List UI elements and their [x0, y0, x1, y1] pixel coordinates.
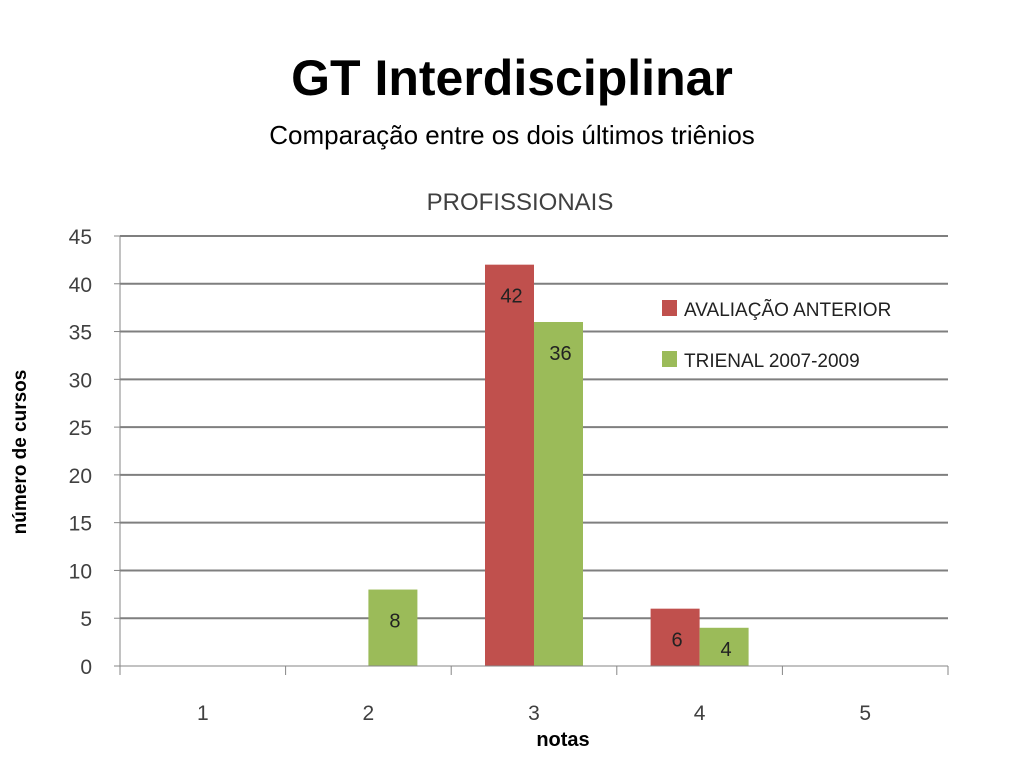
legend-background: [660, 295, 946, 321]
bar: [485, 264, 534, 666]
data-label: 36: [549, 343, 571, 365]
y-tick-label: 10: [69, 560, 92, 583]
slide-subtitle: Comparação entre os dois últimos triênio…: [269, 120, 755, 150]
y-tick-label: 5: [80, 608, 92, 631]
y-tick-label: 25: [69, 417, 92, 440]
y-tick-label: 30: [69, 369, 92, 392]
legend-entry: AVALIAÇÃO ANTERIOR: [684, 299, 891, 321]
legend-swatch: [662, 300, 677, 316]
y-tick-label: 0: [80, 656, 92, 679]
x-tick-label: 1: [197, 702, 209, 725]
x-tick-label: 2: [363, 702, 375, 725]
data-label: 6: [672, 630, 683, 652]
legend-entry: TRIENAL 2007-2009: [684, 351, 860, 372]
y-tick-label: 45: [69, 226, 92, 249]
y-tick-label: 35: [69, 322, 92, 345]
bar: [534, 322, 583, 666]
x-tick-label: 4: [694, 702, 706, 725]
y-tick-label: 20: [69, 465, 92, 488]
x-tick-label: 3: [528, 702, 540, 725]
bar: [699, 627, 749, 666]
x-tick-label: 5: [859, 702, 871, 725]
data-label: 8: [389, 611, 400, 633]
bar: [368, 589, 418, 666]
data-label: 4: [721, 639, 732, 661]
legend-background: [660, 346, 946, 372]
data-label: 42: [500, 286, 522, 308]
legend-swatch: [662, 351, 677, 367]
y-axis-label: número de cursos: [10, 370, 31, 535]
x-axis-label: notas: [536, 729, 589, 751]
y-tick-label: 40: [69, 274, 92, 297]
bar: [650, 608, 700, 666]
slide-title: GT Interdisciplinar: [291, 50, 733, 106]
y-tick-label: 15: [69, 513, 92, 536]
chart-title: PROFISSIONAIS: [427, 189, 614, 216]
